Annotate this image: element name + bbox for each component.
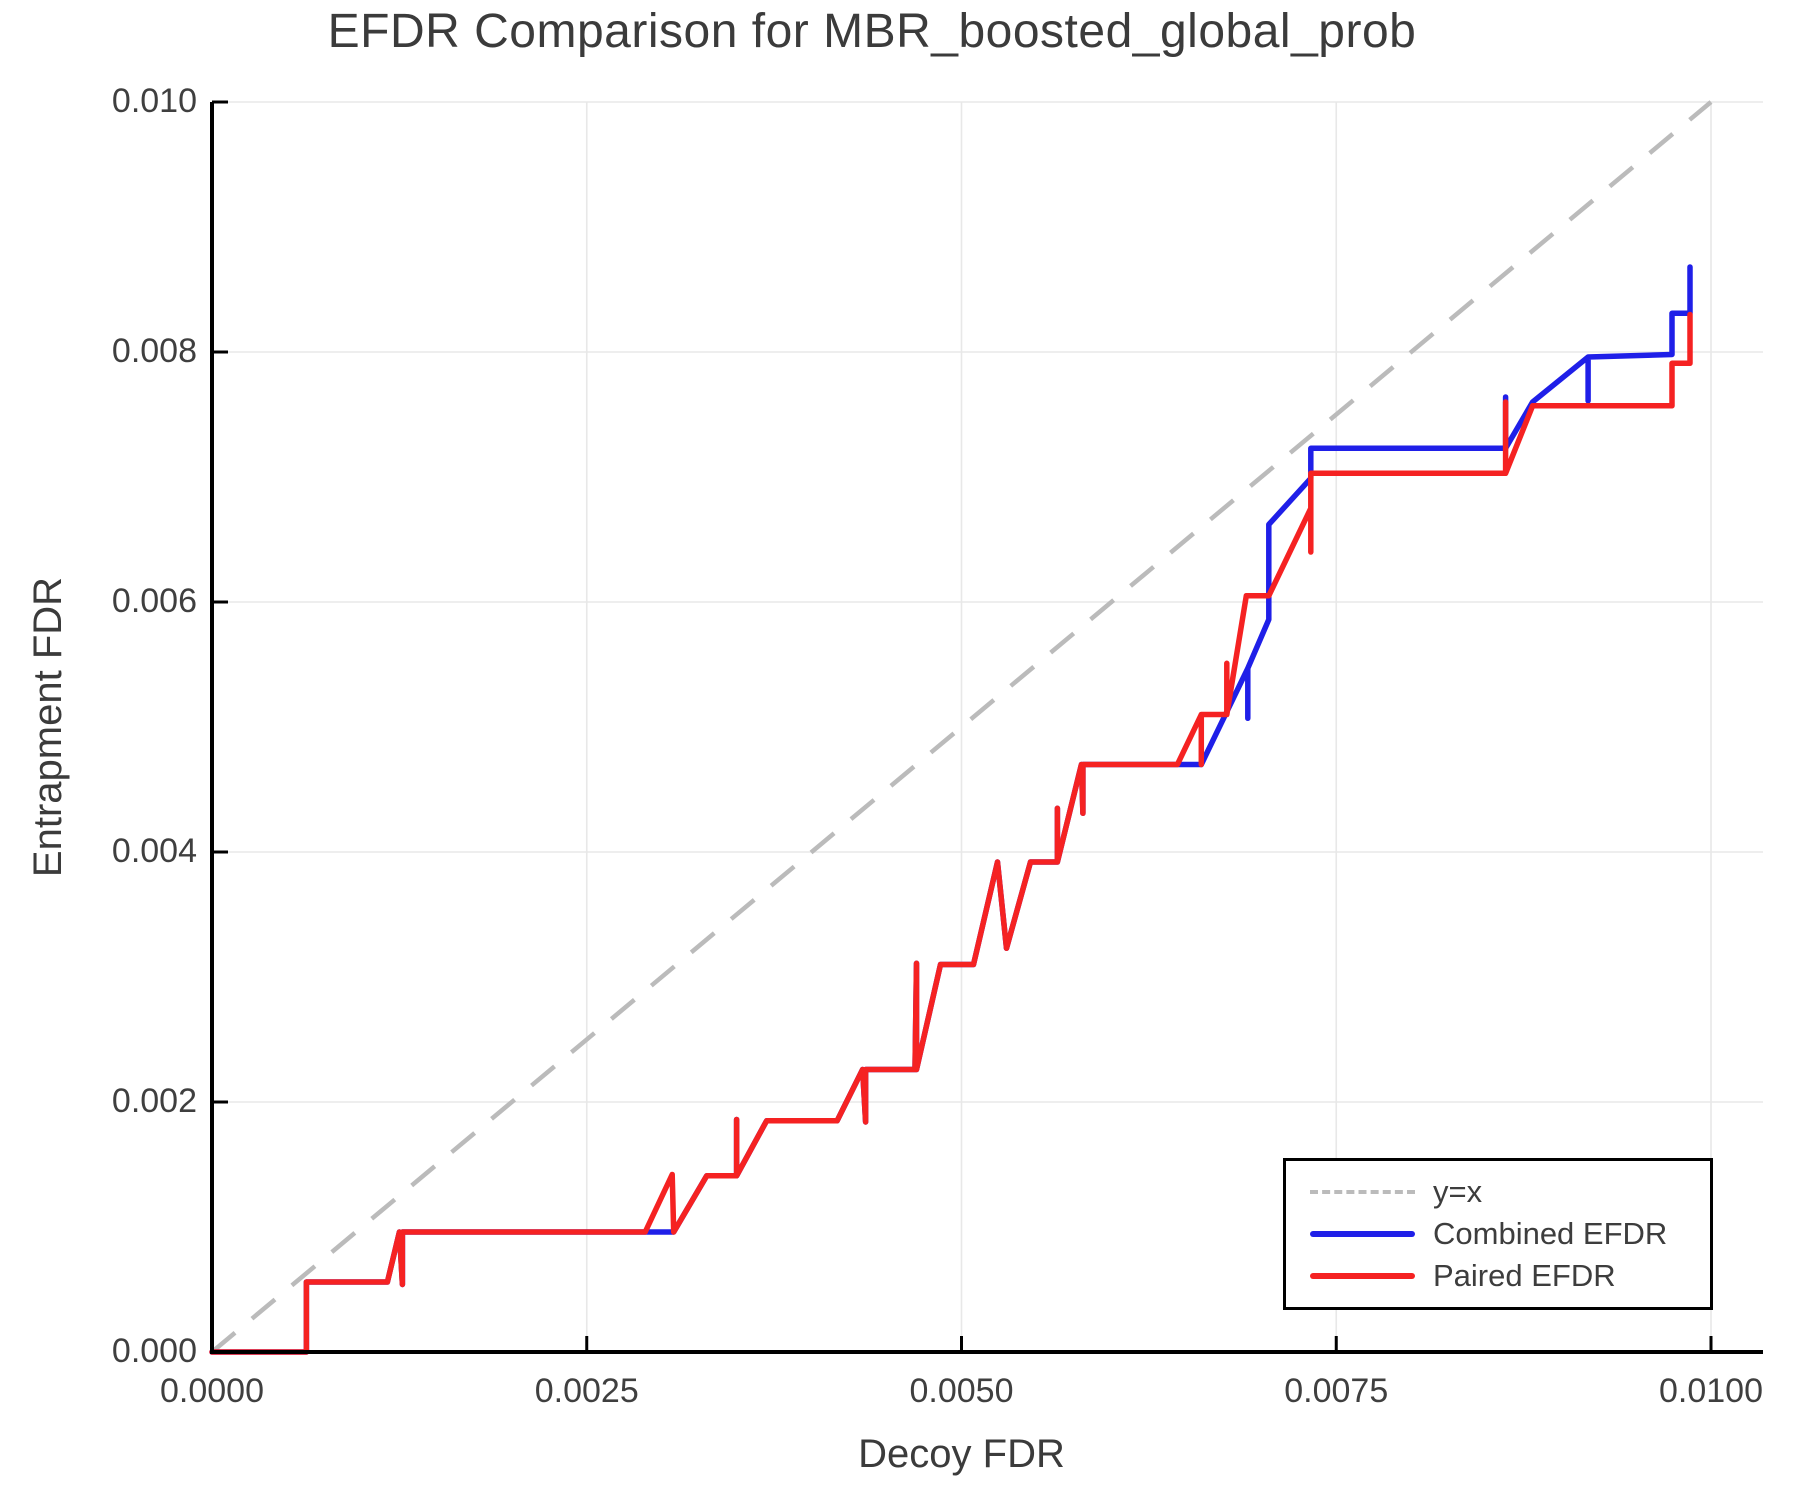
paired-efdr-line xyxy=(209,311,1693,1355)
y-tick-label: 0.004 xyxy=(111,832,197,870)
legend-label-identity: y=x xyxy=(1433,1174,1483,1209)
identity-line-swatch xyxy=(1310,1190,1415,1194)
legend-label-combined: Combined EFDR xyxy=(1433,1216,1668,1251)
x-tick-label: 0.0000 xyxy=(160,1372,264,1410)
x-tick-label: 0.0075 xyxy=(1284,1372,1389,1410)
legend-item-paired: Paired EFDR xyxy=(1310,1258,1710,1294)
chart-title: EFDR Comparison for MBR_boosted_global_p… xyxy=(327,5,1417,58)
x-tick-label: 0.0100 xyxy=(1659,1372,1763,1410)
identity-line xyxy=(210,100,1713,1354)
x-tick-label: 0.0050 xyxy=(909,1372,1014,1410)
legend-item-identity: y=x xyxy=(1310,1174,1710,1210)
y-tick-label: 0.002 xyxy=(111,1082,197,1120)
x-tick-label: 0.0025 xyxy=(534,1372,639,1410)
y-tick-label: 0.010 xyxy=(111,82,197,120)
legend-label-paired: Paired EFDR xyxy=(1433,1258,1616,1293)
combined-efdr-swatch xyxy=(1310,1231,1415,1237)
y-tick-label: 0.000 xyxy=(111,1332,197,1370)
x-axis-title: Decoy FDR xyxy=(858,1432,1065,1476)
y-axis-title: Entrapment FDR xyxy=(26,576,70,878)
paired-efdr-swatch xyxy=(1310,1273,1415,1279)
y-tick-label: 0.006 xyxy=(111,582,197,620)
legend-item-combined: Combined EFDR xyxy=(1310,1216,1710,1252)
legend: y=x Combined EFDR Paired EFDR xyxy=(1283,1158,1713,1310)
y-tick-label: 0.008 xyxy=(111,332,197,370)
